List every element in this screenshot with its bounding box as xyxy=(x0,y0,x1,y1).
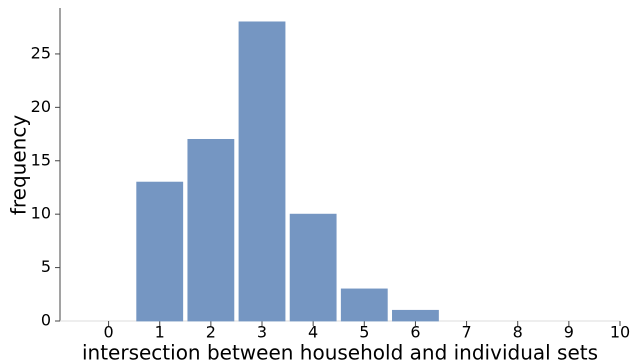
y-axis-label: frequency xyxy=(7,115,31,215)
bar xyxy=(238,21,286,322)
bar xyxy=(187,138,235,322)
x-tick-label: 10 xyxy=(610,323,630,342)
x-tick-label: 9 xyxy=(564,323,574,342)
y-tick-label: 25 xyxy=(31,43,51,62)
bar xyxy=(392,309,439,322)
x-tick-label: 7 xyxy=(461,323,471,342)
bar xyxy=(340,288,388,322)
x-tick-label: 3 xyxy=(257,323,267,342)
y-tick-label: 0 xyxy=(41,311,51,330)
x-tick-label: 2 xyxy=(206,323,216,342)
y-tick-label: 20 xyxy=(31,97,51,116)
y-tick-label: 5 xyxy=(41,257,51,276)
bar xyxy=(136,181,184,322)
x-tick-label: 6 xyxy=(410,323,420,342)
x-tick-label: 0 xyxy=(103,323,113,342)
x-tick-label: 1 xyxy=(155,323,165,342)
x-tick-label: 8 xyxy=(513,323,523,342)
x-tick-label: 5 xyxy=(359,323,369,342)
y-tick-label: 15 xyxy=(31,150,51,169)
x-axis-label: intersection between household and indiv… xyxy=(82,341,598,364)
bar xyxy=(289,213,337,322)
x-tick-label: 4 xyxy=(308,323,318,342)
y-tick-label: 10 xyxy=(31,204,51,223)
